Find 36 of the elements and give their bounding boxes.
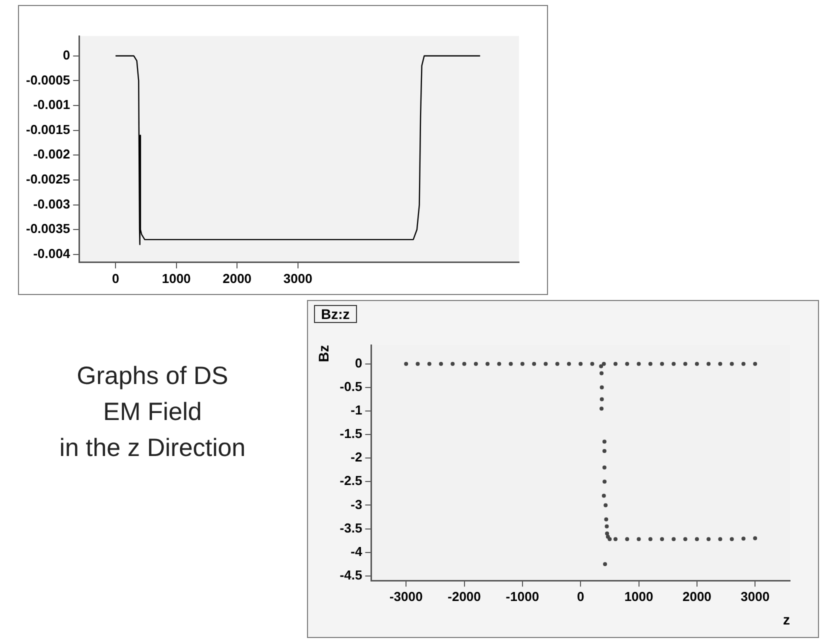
x-tick-label: 0 [112,270,120,286]
y-tick-label: -0.0005 [26,72,70,88]
y-tick-label: -1.5 [340,426,362,442]
x-tick-label: 0 [576,588,584,604]
y-tick-label: -4.5 [340,567,362,582]
x-axis-title: z [783,611,790,628]
y-tick-label: -4 [350,544,363,559]
x-tick-label: -3000 [389,588,423,604]
y-axis-title: Bz [315,345,332,362]
text: Graphs of DS [76,361,230,392]
y-tick-label: -0.003 [33,196,70,212]
text: in the z Direction [58,433,247,464]
y-tick-label: -0.0025 [26,172,70,187]
y-tick-label: -2.5 [340,473,362,488]
x-tick-label: -1000 [506,588,540,604]
y-tick-label: -3.5 [340,520,362,536]
y-tick-label: -3 [350,496,362,512]
x-tick-label: 3000 [283,270,312,286]
x-tick-label: 3000 [740,588,770,604]
y-tick-label: -0.001 [33,97,70,112]
y-tick-label: 0 [354,355,362,370]
x-tick-label: 1000 [624,588,654,604]
y-tick-label: -0.0015 [26,122,70,137]
y-tick-label: -0.002 [33,146,70,162]
y-tick-label: -0.5 [340,378,362,394]
y-tick-label: -0.004 [33,246,71,262]
text: EM Field [102,397,203,428]
y-tick-label: -0.0035 [26,221,70,236]
y-tick-label: 0 [62,47,70,62]
x-tick-label: 1000 [162,270,191,286]
x-tick-label: 2000 [682,588,712,604]
chart-title: Bz:z [314,305,357,323]
x-tick-label: 2000 [222,270,252,286]
y-tick-label: -1 [350,402,362,418]
x-tick-label: -2000 [448,588,481,604]
y-tick-label: -2 [350,450,362,465]
